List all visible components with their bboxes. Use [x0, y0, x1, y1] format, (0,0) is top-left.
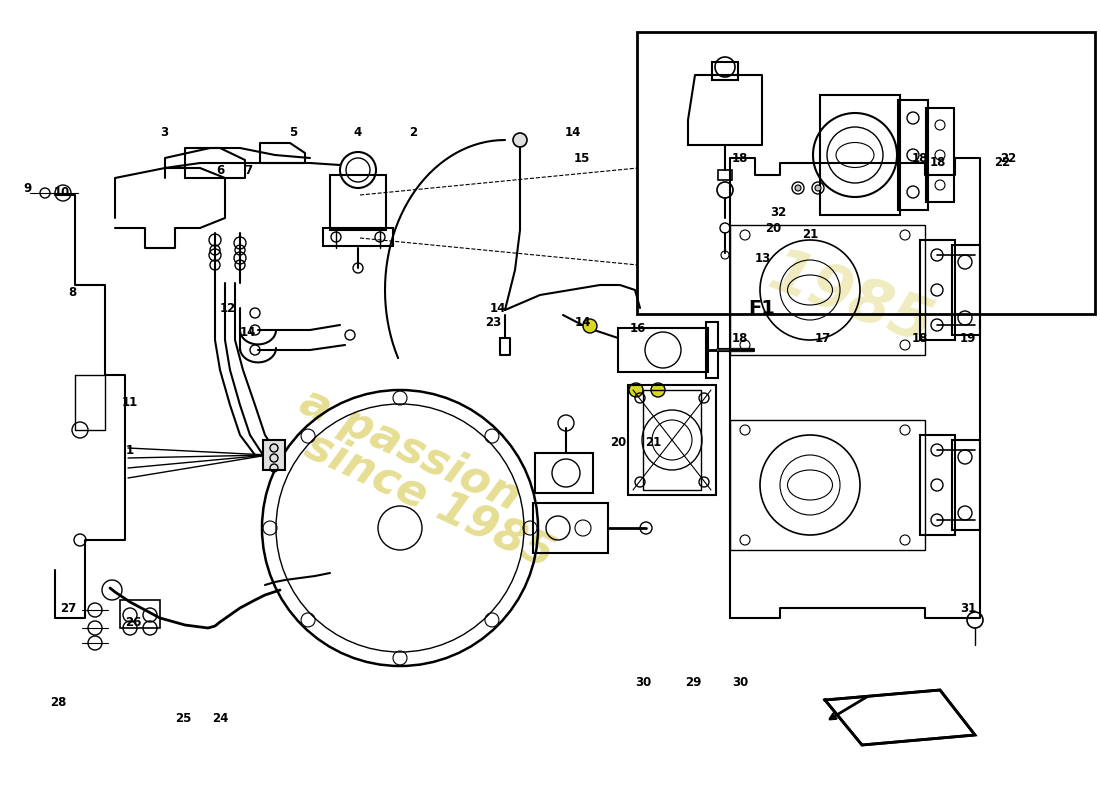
Text: 8: 8	[68, 286, 76, 299]
Bar	[926, 108, 954, 202]
Text: 27: 27	[59, 602, 76, 614]
Bar	[535, 453, 593, 493]
Text: 32: 32	[770, 206, 786, 219]
Bar	[920, 435, 955, 535]
Text: 12: 12	[220, 302, 236, 314]
Text: 18: 18	[732, 331, 748, 345]
Text: 26: 26	[124, 617, 141, 630]
Bar	[644, 390, 701, 490]
Text: 18: 18	[912, 331, 928, 345]
Circle shape	[583, 319, 597, 333]
Text: 30: 30	[635, 677, 651, 690]
Text: 2: 2	[409, 126, 417, 138]
Text: 17: 17	[815, 331, 832, 345]
Bar	[718, 170, 732, 180]
Text: 5: 5	[289, 126, 297, 138]
Text: 18: 18	[912, 151, 928, 165]
Bar	[330, 175, 386, 230]
Text: 14: 14	[575, 317, 591, 330]
Text: 28: 28	[50, 697, 66, 710]
Circle shape	[513, 133, 527, 147]
Text: 30: 30	[732, 677, 748, 690]
Bar	[730, 420, 925, 550]
Circle shape	[629, 383, 644, 397]
Bar	[952, 245, 980, 335]
Bar	[920, 240, 955, 340]
Text: 1985: 1985	[760, 243, 940, 357]
Text: a passion: a passion	[293, 380, 527, 520]
Bar	[712, 62, 738, 80]
Text: 22: 22	[994, 157, 1010, 170]
Bar	[898, 100, 928, 210]
Text: 22: 22	[1000, 151, 1016, 165]
Bar	[534, 503, 608, 553]
Text: 31: 31	[960, 602, 976, 614]
Bar	[618, 328, 708, 372]
Text: 3: 3	[160, 126, 168, 138]
Text: 20: 20	[764, 222, 781, 234]
Bar	[706, 322, 718, 378]
Text: 4: 4	[354, 126, 362, 138]
Text: 19: 19	[960, 331, 976, 345]
Text: 10: 10	[54, 186, 70, 199]
Text: 21: 21	[645, 437, 661, 450]
Polygon shape	[825, 690, 975, 745]
Text: 14: 14	[240, 326, 256, 339]
Text: since 1985: since 1985	[299, 423, 561, 577]
Text: 18: 18	[732, 151, 748, 165]
Text: 6: 6	[216, 163, 224, 177]
Text: 14: 14	[490, 302, 506, 314]
Text: 7: 7	[244, 163, 252, 177]
Circle shape	[651, 383, 666, 397]
Bar	[628, 385, 716, 495]
Circle shape	[815, 185, 821, 191]
Bar	[323, 228, 393, 246]
Text: 1: 1	[125, 443, 134, 457]
Text: 23: 23	[485, 317, 502, 330]
Bar	[730, 225, 925, 355]
Text: 9: 9	[24, 182, 32, 194]
Text: 18: 18	[930, 157, 946, 170]
Bar	[120, 600, 160, 628]
Text: 29: 29	[685, 677, 701, 690]
Text: 14: 14	[564, 126, 581, 138]
Bar	[637, 32, 1094, 314]
Bar	[820, 95, 900, 215]
Text: 11: 11	[122, 397, 139, 410]
Text: 24: 24	[212, 711, 228, 725]
Bar	[263, 440, 285, 470]
Text: 20: 20	[609, 437, 626, 450]
Text: 15: 15	[574, 151, 591, 165]
Text: 13: 13	[755, 251, 771, 265]
Text: 21: 21	[802, 229, 818, 242]
Circle shape	[795, 185, 801, 191]
Text: F1: F1	[749, 298, 775, 318]
Text: 16: 16	[630, 322, 646, 334]
Bar	[952, 440, 980, 530]
Text: 25: 25	[175, 711, 191, 725]
